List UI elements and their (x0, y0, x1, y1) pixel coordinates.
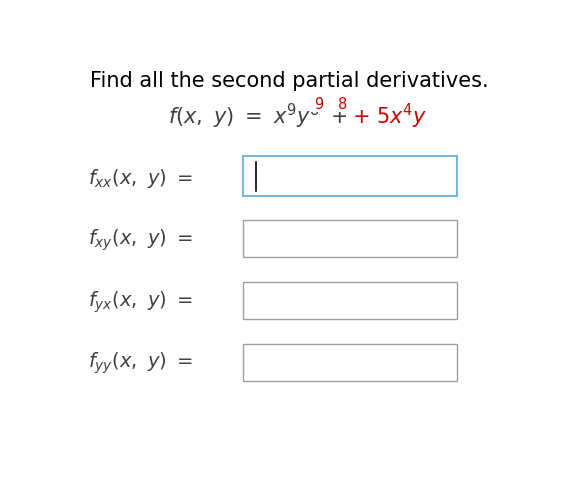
Text: $9$: $9$ (314, 96, 324, 112)
Text: $\mathit{f}(\mathit{x},\ \mathit{y})\ =\ \mathit{x}^{9}\mathit{y}^{8}\ +\ 5\math: $\mathit{f}(\mathit{x},\ \mathit{y})\ =\… (168, 102, 410, 131)
Text: $\mathit{f}_{\mathit{yx}}(\mathit{x},\ \mathit{y})\ =$: $\mathit{f}_{\mathit{yx}}(\mathit{x},\ \… (88, 289, 193, 314)
FancyBboxPatch shape (346, 99, 433, 133)
FancyBboxPatch shape (334, 92, 350, 113)
FancyBboxPatch shape (310, 92, 328, 113)
Text: Find all the second partial derivatives.: Find all the second partial derivatives. (90, 71, 488, 91)
FancyBboxPatch shape (243, 221, 457, 258)
Text: $\mathit{f}_{\mathit{xy}}(\mathit{x},\ \mathit{y})\ =$: $\mathit{f}_{\mathit{xy}}(\mathit{x},\ \… (88, 227, 193, 252)
FancyBboxPatch shape (243, 283, 457, 319)
FancyBboxPatch shape (243, 156, 457, 197)
Text: $\mathit{f}_{\mathit{xx}}(\mathit{x},\ \mathit{y})\ =$: $\mathit{f}_{\mathit{xx}}(\mathit{x},\ \… (88, 166, 193, 189)
Text: $\mathit{f}_{\mathit{yy}}(\mathit{x},\ \mathit{y})\ =$: $\mathit{f}_{\mathit{yy}}(\mathit{x},\ \… (88, 350, 193, 376)
Text: $+\ 5\mathit{x}^{4}\mathit{y}$: $+\ 5\mathit{x}^{4}\mathit{y}$ (352, 102, 428, 131)
Text: $8$: $8$ (337, 96, 347, 112)
FancyBboxPatch shape (243, 344, 457, 381)
